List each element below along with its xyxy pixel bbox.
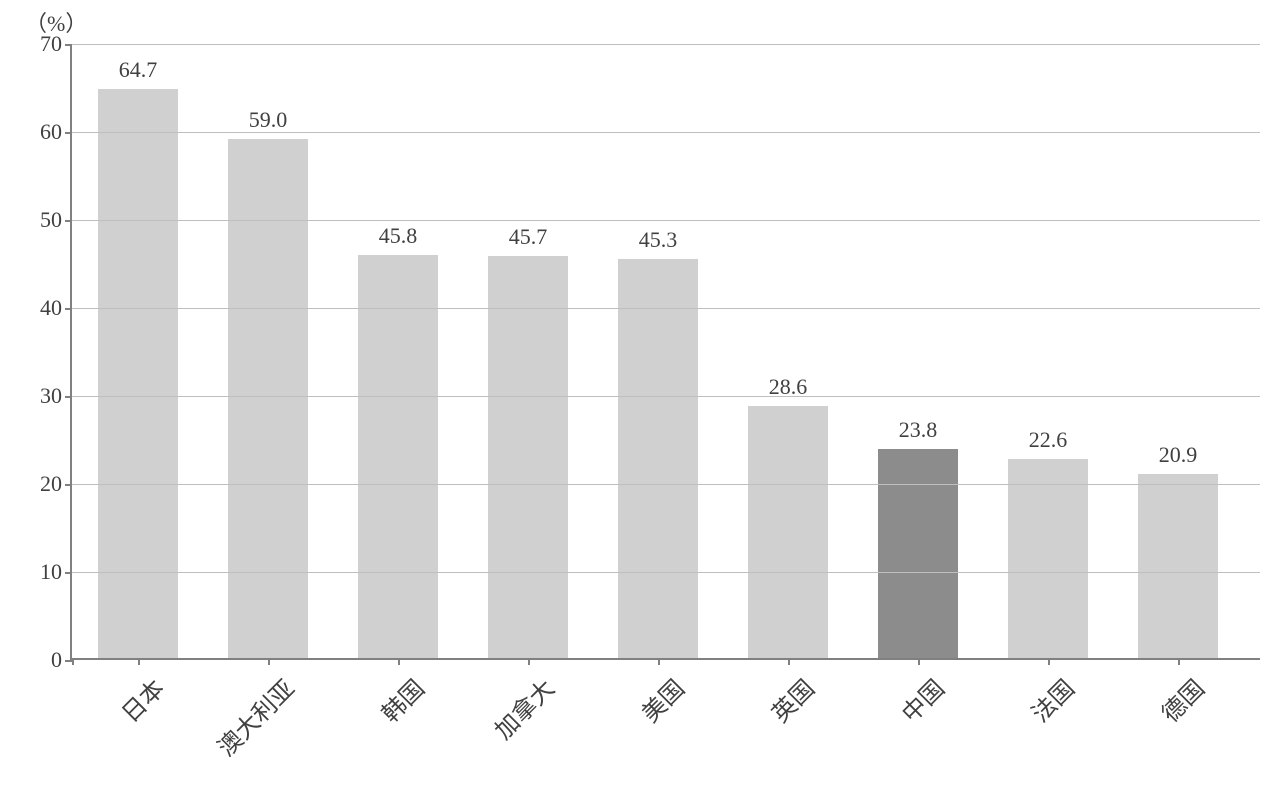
bar-value-label: 45.7	[509, 224, 548, 250]
x-tick-mark	[918, 658, 920, 665]
bar-value-label: 64.7	[119, 57, 158, 83]
x-category-label: 韩国	[372, 670, 431, 729]
y-tick-label: 0	[51, 647, 62, 673]
y-tick-label: 50	[40, 207, 62, 233]
bar: 45.7	[488, 256, 568, 658]
bar: 23.8	[878, 449, 958, 658]
y-tick-label: 20	[40, 471, 62, 497]
bar-value-label: 22.6	[1029, 427, 1068, 453]
bar: 59.0	[228, 139, 308, 658]
bar-value-label: 45.8	[379, 223, 418, 249]
bar: 45.3	[618, 259, 698, 658]
y-tick-mark	[65, 220, 72, 222]
x-tick-mark	[72, 658, 74, 665]
y-tick-label: 60	[40, 119, 62, 145]
y-tick-mark	[65, 396, 72, 398]
grid-line	[72, 308, 1260, 309]
bar: 22.6	[1008, 459, 1088, 658]
grid-line	[72, 220, 1260, 221]
bar: 45.8	[358, 255, 438, 658]
x-category-label: 英国	[762, 670, 821, 729]
x-tick-mark	[788, 658, 790, 665]
y-tick-mark	[65, 308, 72, 310]
y-tick-mark	[65, 132, 72, 134]
x-tick-mark	[528, 658, 530, 665]
bars-container: 64.7 59.0 45.8 45.7 45.3 28.6 23.8 22.6 20.9	[72, 44, 1260, 658]
y-tick-mark	[65, 572, 72, 574]
x-tick-mark	[1178, 658, 1180, 665]
y-tick-label: 30	[40, 383, 62, 409]
bar: 28.6	[748, 406, 828, 658]
grid-line	[72, 396, 1260, 397]
y-tick-mark	[65, 660, 72, 662]
grid-line	[72, 44, 1260, 45]
x-category-label: 法国	[1022, 670, 1081, 729]
x-category-label: 美国	[632, 670, 691, 729]
x-category-label: 加拿大	[485, 670, 561, 746]
bar-value-label: 23.8	[899, 417, 938, 443]
y-tick-label: 10	[40, 559, 62, 585]
x-category-label: 日本	[112, 670, 171, 729]
y-tick-label: 70	[40, 31, 62, 57]
x-tick-mark	[138, 658, 140, 665]
y-tick-label: 40	[40, 295, 62, 321]
y-tick-mark	[65, 484, 72, 486]
bar-value-label: 45.3	[639, 227, 678, 253]
grid-line	[72, 132, 1260, 133]
x-tick-mark	[658, 658, 660, 665]
x-tick-mark	[398, 658, 400, 665]
bar-chart: （%） 64.759.045.845.745.328.623.822.620.9…	[0, 0, 1272, 788]
grid-line	[72, 572, 1260, 573]
x-category-label: 德国	[1152, 670, 1211, 729]
bar: 20.9	[1138, 474, 1218, 658]
x-tick-mark	[1048, 658, 1050, 665]
y-tick-mark	[65, 44, 72, 46]
grid-line	[72, 484, 1260, 485]
bar-value-label: 20.9	[1159, 442, 1198, 468]
bar-value-label: 59.0	[249, 107, 288, 133]
plot-area: 64.759.045.845.745.328.623.822.620.9 010…	[70, 44, 1260, 660]
x-category-label: 澳大利亚	[208, 670, 301, 763]
x-tick-mark	[268, 658, 270, 665]
x-category-label: 中国	[892, 670, 951, 729]
